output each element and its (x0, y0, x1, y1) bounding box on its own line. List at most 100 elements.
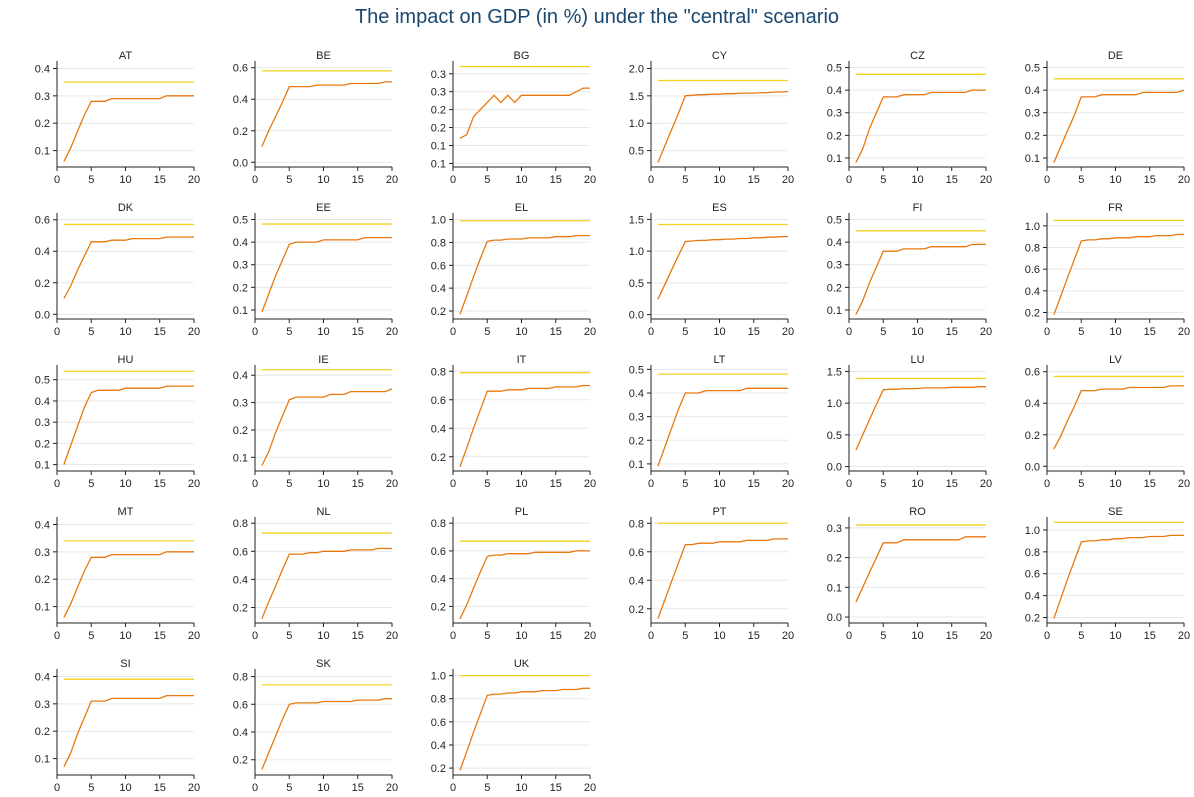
x-tick-label: 15 (1144, 326, 1156, 338)
panel-title: SK (316, 658, 331, 670)
y-tick-label: 0.4 (431, 283, 446, 295)
x-tick-label: 20 (782, 174, 794, 186)
x-tick-label: 10 (515, 782, 527, 794)
panel-cz: CZ 0.1 0.2 0.3 0.4 0.5 0 5 10 15 20 (827, 50, 992, 186)
panel-title: LV (1109, 354, 1122, 366)
x-tick-label: 5 (682, 326, 688, 338)
x-tick-label: 15 (1144, 630, 1156, 642)
y-tick-label: 0.4 (35, 63, 50, 75)
y-tick-label: 0.4 (35, 671, 50, 683)
x-tick-label: 10 (713, 478, 725, 490)
x-tick-label: 15 (550, 630, 562, 642)
y-tick-label: 0.1 (827, 153, 842, 165)
chart-title: The impact on GDP (in %) under the "cent… (354, 6, 840, 28)
x-tick-label: 0 (54, 478, 60, 490)
y-tick-label: 0.0 (233, 157, 248, 169)
panel-title: RO (909, 506, 926, 518)
x-tick-label: 5 (484, 630, 490, 642)
x-tick-label: 0 (846, 326, 852, 338)
panel-pl: PL 0.2 0.4 0.6 0.8 0 5 10 15 20 (431, 506, 596, 642)
y-tick-label: 0.2 (629, 604, 644, 616)
panel-title: DE (1108, 50, 1123, 62)
x-tick-label: 0 (252, 174, 258, 186)
y-tick-label: 0.4 (431, 423, 446, 435)
panel-lv: LV 0.0 0.2 0.4 0.6 0 5 10 15 20 (1025, 354, 1190, 490)
panel-se: SE 0.2 0.4 0.6 0.8 1.0 0 5 10 15 20 (1025, 506, 1190, 642)
x-tick-label: 0 (846, 174, 852, 186)
panel-title: CY (712, 50, 728, 62)
panel-be: BE 0.0 0.2 0.4 0.6 0 5 10 15 20 (233, 50, 398, 186)
panel-title: ES (712, 202, 727, 214)
y-tick-label: 0.6 (233, 63, 248, 75)
x-tick-label: 10 (1109, 630, 1121, 642)
y-tick-label: 0.2 (431, 105, 446, 117)
panel-it: IT 0.2 0.4 0.6 0.8 0 5 10 15 20 (431, 354, 596, 490)
panel-title: EE (316, 202, 331, 214)
y-tick-label: 0.3 (827, 523, 842, 535)
x-tick-label: 10 (911, 478, 923, 490)
x-tick-label: 10 (1109, 326, 1121, 338)
y-tick-label: 0.2 (35, 278, 50, 290)
series-line (1053, 233, 1184, 315)
panel-ie: IE 0.1 0.2 0.3 0.4 0 5 10 15 20 (233, 354, 398, 490)
x-tick-label: 20 (188, 478, 200, 490)
y-tick-label: 0.2 (1025, 130, 1040, 142)
series-line (63, 236, 194, 299)
panel-ro: RO 0.0 0.1 0.2 0.3 0 5 10 15 20 (827, 506, 992, 642)
x-tick-label: 10 (119, 478, 131, 490)
y-tick-label: 0.3 (431, 69, 446, 81)
y-tick-label: 0.4 (431, 574, 446, 586)
x-tick-label: 0 (648, 326, 654, 338)
panel-si: SI 0.1 0.2 0.3 0.4 0 5 10 15 20 (35, 658, 200, 794)
y-tick-label: 0.1 (35, 460, 50, 472)
x-tick-label: 5 (880, 326, 886, 338)
series-line (63, 95, 194, 162)
panel-mt: MT 0.1 0.2 0.3 0.4 0 5 10 15 20 (35, 506, 200, 642)
x-tick-label: 0 (1044, 630, 1050, 642)
panel-title: IT (517, 354, 527, 366)
x-tick-label: 0 (252, 630, 258, 642)
x-tick-label: 0 (252, 782, 258, 794)
series-line (63, 385, 194, 465)
x-tick-label: 20 (980, 174, 992, 186)
x-tick-label: 15 (1144, 478, 1156, 490)
y-tick-label: 0.5 (629, 146, 644, 158)
y-tick-label: 0.6 (1025, 569, 1040, 581)
panel-pt: PT 0.2 0.4 0.6 0.8 0 5 10 15 20 (629, 506, 794, 642)
x-tick-label: 20 (584, 326, 596, 338)
x-tick-label: 20 (386, 782, 398, 794)
x-tick-label: 10 (515, 478, 527, 490)
panel-title: LU (910, 354, 924, 366)
x-tick-label: 15 (946, 630, 958, 642)
x-tick-label: 5 (484, 782, 490, 794)
y-tick-label: 0.8 (431, 237, 446, 249)
y-tick-label: 1.0 (1025, 525, 1040, 537)
series-line (261, 547, 392, 620)
panel-uk: UK 0.2 0.4 0.6 0.8 1.0 0 5 10 15 20 (431, 658, 596, 794)
y-tick-label: 1.0 (431, 671, 446, 683)
y-tick-label: 0.6 (629, 547, 644, 559)
x-tick-label: 20 (980, 478, 992, 490)
x-tick-label: 20 (386, 326, 398, 338)
series-line (63, 551, 194, 618)
panel-title: AT (119, 50, 133, 62)
series-line (261, 388, 393, 466)
x-tick-label: 10 (119, 630, 131, 642)
x-tick-label: 5 (880, 478, 886, 490)
x-tick-label: 0 (450, 630, 456, 642)
y-tick-label: 0.2 (827, 553, 842, 565)
series-line (1053, 89, 1185, 163)
x-tick-label: 5 (1078, 478, 1084, 490)
y-tick-label: 0.5 (827, 63, 842, 75)
x-tick-label: 10 (317, 782, 329, 794)
y-tick-label: 0.3 (1025, 108, 1040, 120)
x-tick-label: 10 (119, 174, 131, 186)
x-tick-label: 20 (1178, 630, 1190, 642)
panel-nl: NL 0.2 0.4 0.6 0.8 0 5 10 15 20 (233, 506, 398, 642)
y-tick-label: 0.4 (827, 85, 842, 97)
panel-title: PL (515, 506, 528, 518)
y-tick-label: 0.5 (827, 215, 842, 227)
x-tick-label: 0 (450, 782, 456, 794)
y-tick-label: 0.1 (629, 459, 644, 471)
x-tick-label: 0 (450, 478, 456, 490)
